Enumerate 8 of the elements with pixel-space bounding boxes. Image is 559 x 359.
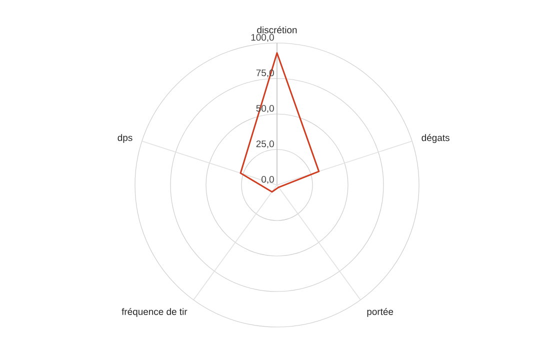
spoke-label: dps: [118, 134, 132, 143]
spoke-label: discrétion: [257, 26, 297, 34]
y-tick-label: 100,0: [251, 34, 274, 42]
spoke-label: fréquence de tir: [122, 308, 188, 317]
y-tick-label: 25,0: [256, 140, 274, 148]
y-tick-label: 0,0: [262, 176, 274, 184]
spoke-label: dégats: [422, 134, 450, 143]
spoke-label: portée: [367, 308, 394, 317]
